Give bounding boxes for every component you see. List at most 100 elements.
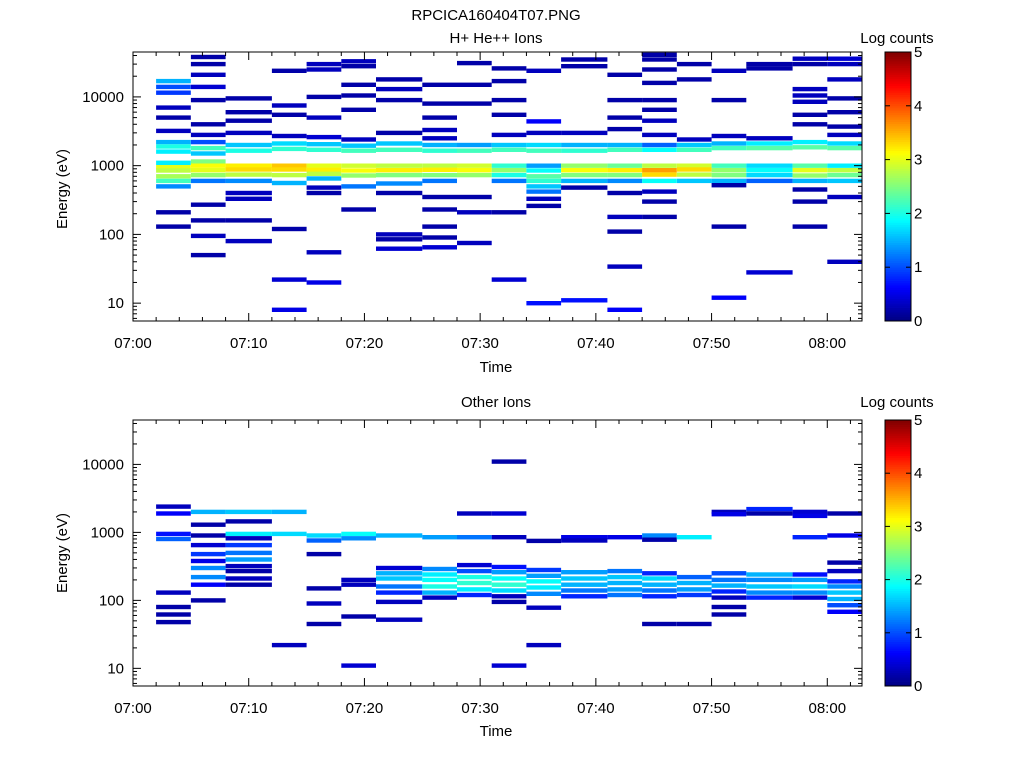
colorbar-segment [885, 74, 911, 78]
colorbar-segment [885, 139, 911, 143]
heatmap-cell [711, 512, 747, 517]
heatmap-cell [676, 147, 712, 152]
colorbar-segment [885, 231, 911, 234]
heatmap-cell [422, 172, 457, 178]
heatmap-cell [607, 97, 643, 103]
x-tick-label: 07:10 [230, 335, 268, 352]
heatmap-cell [526, 605, 562, 610]
colorbar-segment [885, 521, 911, 525]
heatmap-cell [491, 277, 527, 282]
heatmap-cell [376, 86, 423, 92]
colorbar-segment [885, 99, 911, 102]
heatmap-cell [341, 577, 376, 583]
heatmap-cell [561, 594, 608, 599]
heatmap-cell [491, 147, 527, 152]
colorbar-segment [885, 439, 911, 443]
heatmap-cell [711, 97, 747, 103]
heatmap-cell [676, 574, 712, 580]
heatmap-cell [271, 146, 307, 152]
colorbar-segment [885, 137, 911, 140]
heatmap-cell [190, 139, 226, 145]
heatmap-cell [156, 178, 191, 184]
colorbar-segment [885, 217, 911, 221]
x-tick-label: 07:30 [461, 700, 499, 717]
heatmap-cell [526, 591, 562, 596]
heatmap-cell [792, 187, 828, 192]
colorbar-segment [885, 488, 911, 492]
colorbar-segment [885, 528, 911, 532]
colorbar-segment [885, 150, 911, 154]
colorbar-segment [885, 117, 911, 120]
colorbar-segment [885, 168, 911, 172]
heatmap-cell [676, 535, 712, 540]
colorbar-segment [885, 60, 911, 64]
heatmap-cell [711, 295, 747, 300]
heatmap-cell [341, 82, 376, 87]
y-axis-label-top: Energy (eV) [54, 149, 71, 229]
heatmap-cell [376, 232, 423, 237]
heatmap-cell [792, 168, 828, 173]
heatmap-cell [190, 558, 226, 564]
heatmap-cell [190, 252, 226, 258]
heatmap-cell [607, 72, 643, 77]
colorbar-segment [885, 226, 911, 230]
colorbar-segment [885, 643, 911, 647]
heatmap-cell [792, 145, 828, 150]
heatmap-cell [711, 589, 747, 594]
figure-title: RPCICA160404T07.PNG [411, 7, 580, 24]
y-tick-label: 10000 [82, 456, 124, 473]
heatmap-cell [306, 176, 342, 181]
heatmap-cell [422, 101, 457, 106]
heatmap-cell [607, 142, 643, 148]
colorbar-segment [885, 65, 911, 69]
heatmap-cell [526, 567, 562, 573]
heatmap-cell [457, 168, 492, 173]
heatmap-cell [271, 68, 307, 73]
heatmap-cell [190, 551, 226, 557]
colorbar-segment [885, 617, 911, 620]
colorbar-segment [885, 63, 911, 66]
colorbar-segment [885, 683, 911, 687]
colorbar-segment [885, 666, 911, 669]
heatmap-cell [156, 78, 191, 84]
heatmap-cell [792, 86, 828, 92]
heatmap-cell [457, 562, 492, 568]
heatmap-cell [271, 112, 307, 117]
heatmap-cell [642, 147, 677, 152]
colorbar-segment [885, 238, 911, 241]
heatmap-cell [642, 163, 677, 168]
colorbar-segment [885, 510, 911, 514]
colorbar-segment [885, 530, 911, 534]
heatmap-cell [376, 617, 423, 622]
heatmap-cell [190, 565, 226, 571]
heatmap-cell [792, 590, 828, 595]
colorbar-segment [885, 550, 911, 554]
colorbar-segment [885, 628, 911, 631]
heatmap-cell [225, 130, 272, 136]
heatmap-cell [607, 126, 643, 132]
heatmap-cell [642, 582, 677, 587]
colorbar-segment [885, 446, 911, 450]
heatmap-cell [457, 60, 492, 66]
heatmap-cell [526, 142, 562, 148]
colorbar-segment [885, 448, 911, 452]
colorbar-segment [885, 621, 911, 625]
x-axis-label-bottom: Time [480, 723, 513, 740]
heatmap-cell [306, 61, 342, 67]
colorbar-segment [885, 457, 911, 461]
heatmap-cell [642, 571, 677, 576]
colorbar-segment [885, 586, 911, 589]
colorbar-segment [885, 307, 911, 311]
colorbar-segment [885, 433, 911, 436]
colorbar-segment [885, 674, 911, 678]
colorbar-segment [885, 475, 911, 479]
heatmap-cell [190, 145, 226, 151]
colorbar-segment [885, 420, 911, 423]
heatmap-cell [156, 84, 191, 90]
heatmap-cell [827, 141, 862, 146]
heatmap-cell [306, 551, 342, 557]
colorbar-segment [885, 497, 911, 501]
heatmap-cell [225, 568, 272, 574]
colorbar-segment [885, 314, 911, 317]
colorbar-segment [885, 535, 911, 538]
